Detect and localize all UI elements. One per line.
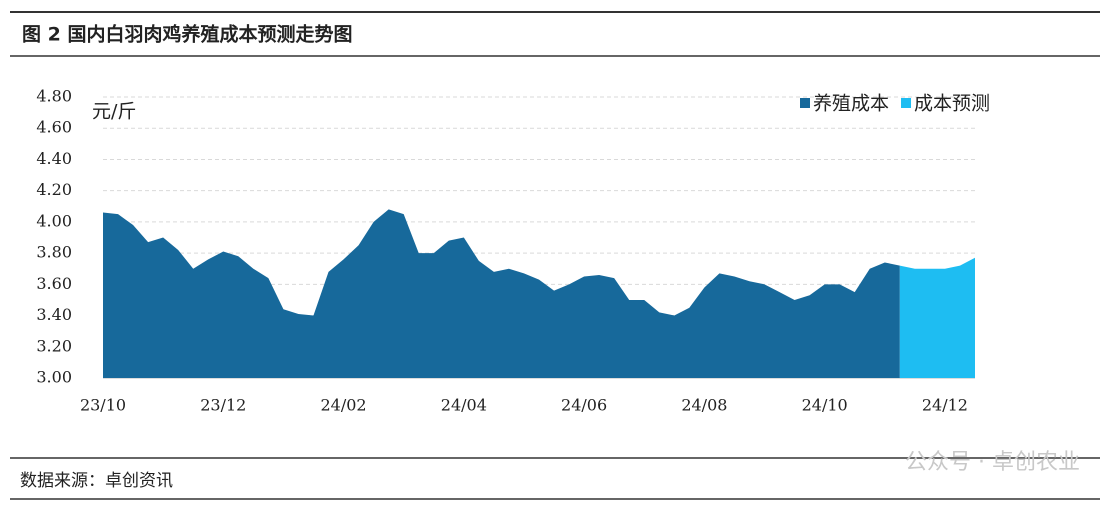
y-tick-label: 4.00 xyxy=(36,211,72,230)
legend-label: 养殖成本 xyxy=(813,93,889,115)
source: 数据来源：卓创资讯 xyxy=(20,471,173,491)
x-tick-label: 23/12 xyxy=(200,396,246,415)
watermark: 公众号 · 卓创农业 xyxy=(905,450,1080,475)
x-tick-label: 24/08 xyxy=(681,396,727,415)
y-tick-label: 3.20 xyxy=(36,336,72,355)
y-tick-label: 3.00 xyxy=(36,368,72,387)
area xyxy=(103,209,900,378)
area xyxy=(899,257,975,378)
x-tick-label: 24/02 xyxy=(320,396,366,415)
x-tick-label: 23/10 xyxy=(80,396,126,415)
x-tick-label: 24/10 xyxy=(802,396,848,415)
legend-label: 成本预测 xyxy=(914,93,990,115)
legend-swatch xyxy=(901,98,912,108)
y-tick-label: 3.80 xyxy=(36,243,72,262)
y-tick-label: 3.40 xyxy=(36,305,72,324)
legend-swatch xyxy=(800,98,810,108)
x-tick-label: 24/04 xyxy=(441,396,487,415)
x-tick-label: 24/06 xyxy=(561,396,607,415)
y-tick-label: 4.40 xyxy=(36,149,72,168)
y-tick-label: 4.20 xyxy=(36,180,72,199)
y-tick-label: 4.80 xyxy=(36,87,72,106)
figure-title: 图 2 国内白羽肉鸡养殖成本预测走势图 xyxy=(22,23,352,46)
y-tick-label: 4.60 xyxy=(36,118,72,137)
chart: 3.00 3.20 3.40 3.60 3.80 4.00 4.20 4.40 4.60 4.80… xyxy=(36,87,990,415)
x-tick-label: 24/12 xyxy=(922,396,968,415)
y-tick-label: 3.60 xyxy=(36,274,72,293)
unit-label: 元/斤 xyxy=(92,101,136,123)
